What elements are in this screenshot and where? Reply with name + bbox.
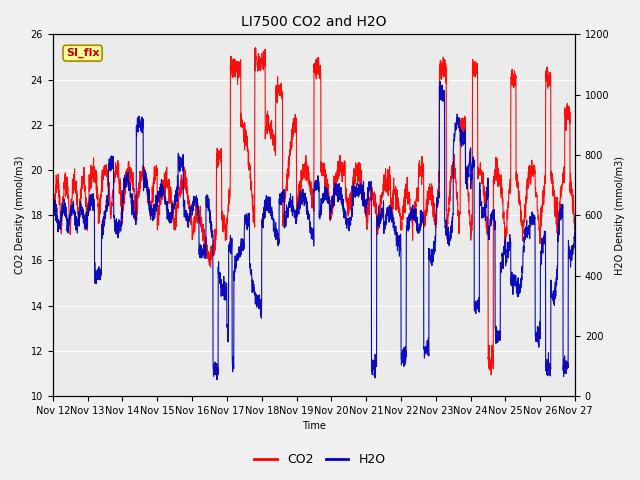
- Title: LI7500 CO2 and H2O: LI7500 CO2 and H2O: [241, 15, 387, 29]
- Text: SI_flx: SI_flx: [66, 48, 99, 58]
- Y-axis label: CO2 Density (mmol/m3): CO2 Density (mmol/m3): [15, 156, 25, 275]
- X-axis label: Time: Time: [302, 421, 326, 432]
- Legend: CO2, H2O: CO2, H2O: [250, 448, 390, 471]
- Y-axis label: H2O Density (mmol/m3): H2O Density (mmol/m3): [615, 156, 625, 275]
